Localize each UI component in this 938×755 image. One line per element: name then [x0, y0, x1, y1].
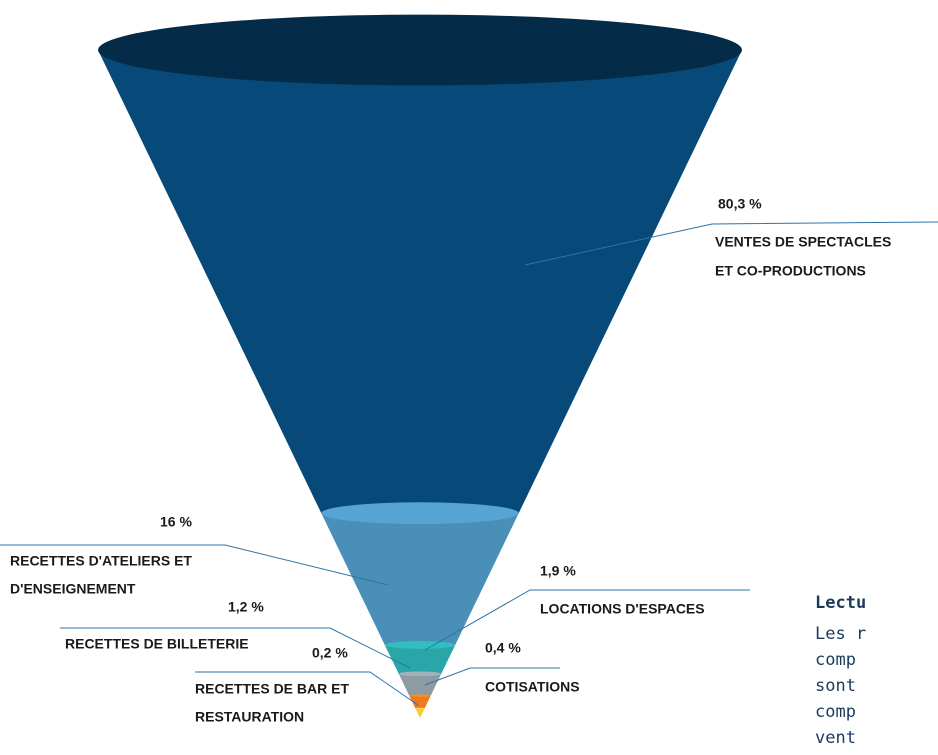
segment-top: [98, 14, 742, 86]
segment-top: [384, 641, 456, 649]
leader-line: [0, 544, 389, 586]
segment-top: [321, 502, 519, 525]
funnel-segment: [415, 708, 425, 718]
category-label: RECETTES DE BILLETERIE: [65, 636, 249, 652]
funnel-segment: [98, 50, 742, 525]
category-label: ET CO-PRODUCTIONS: [715, 263, 866, 279]
category-label: RECETTES D'ATELIERS ET: [10, 553, 192, 569]
leader-line: [60, 627, 411, 669]
value-label: 1,2 %: [228, 599, 264, 615]
leader-line: [195, 671, 419, 706]
value-label: 80,3 %: [718, 196, 762, 212]
funnel-segment: [384, 644, 456, 677]
leader-line: [524, 221, 938, 266]
leader-line: [424, 667, 560, 686]
funnel-segment: [409, 695, 431, 709]
value-label: 16 %: [160, 514, 192, 530]
funnel-segment: [398, 673, 442, 697]
segment-top: [398, 671, 442, 677]
leader-line: [424, 589, 750, 651]
funnel-segment: [321, 513, 519, 649]
value-label: 1,9 %: [540, 563, 576, 579]
category-label: VENTES DE SPECTACLES: [715, 234, 891, 250]
category-label: RECETTES DE BAR ET: [195, 681, 349, 697]
segment-top: [409, 694, 431, 697]
value-label: 0,4 %: [485, 640, 521, 656]
note-line: Les r: [815, 624, 866, 644]
segment-top: [415, 707, 425, 709]
value-label: 0,2 %: [312, 645, 348, 661]
category-label: COTISATIONS: [485, 679, 580, 695]
category-label: LOCATIONS D'ESPACES: [540, 601, 705, 617]
category-label: RESTAURATION: [195, 709, 304, 725]
category-label: D'ENSEIGNEMENT: [10, 581, 136, 597]
note-line: comp: [815, 702, 856, 722]
note-line: sont: [815, 676, 856, 696]
note-line: comp: [815, 650, 856, 670]
note-line: vent: [815, 728, 856, 748]
note-title: Lectu: [815, 593, 866, 613]
